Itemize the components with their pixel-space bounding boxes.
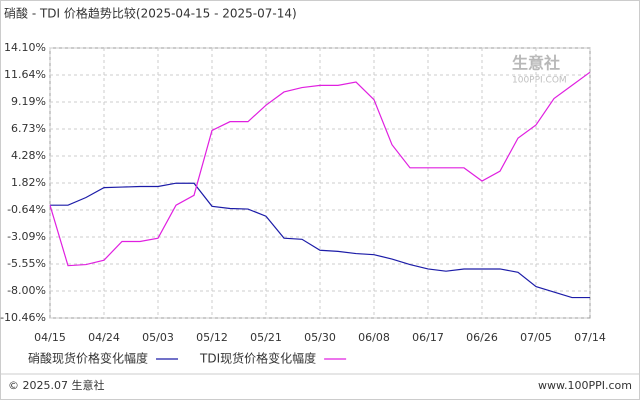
legend-label: TDI现货价格变化幅度 [199,351,316,366]
watermark-site: 100PPI.COM [512,76,567,86]
x-tick-label: 05/21 [250,331,282,344]
y-tick-label: -0.64% [7,203,46,216]
x-tick-label: 07/05 [520,331,552,344]
series-line [50,182,590,299]
y-tick-label: 4.28% [11,149,46,162]
y-tick-label: -8.00% [7,284,46,297]
x-tick-label: 06/17 [412,331,444,344]
y-tick-label: -3.09% [7,230,46,243]
x-tick-label: 05/30 [304,331,336,344]
x-tick-label: 04/24 [88,331,120,344]
chart-title: 硝酸 - TDI 价格趋势比较(2025-04-15 - 2025-07-14) [4,6,297,21]
y-tick-label: 6.73% [11,122,46,135]
x-tick-label: 05/12 [196,331,228,344]
y-tick-label: 14.10% [4,41,46,54]
y-tick-label: 1.82% [11,176,46,189]
x-tick-label: 05/03 [142,331,174,344]
x-tick-label: 06/26 [466,331,498,344]
x-tick-label: 04/15 [34,331,66,344]
y-tick-label: -10.46% [0,311,46,324]
series-line [49,71,591,267]
y-tick-label: -5.55% [7,257,46,270]
footer-left: © 2025.07 生意社 [8,378,104,392]
x-tick-label: 06/08 [358,331,390,344]
x-tick-label: 07/14 [574,331,606,344]
legend-label: 硝酸现货价格变化幅度 [28,351,148,366]
y-tick-label: 11.64% [4,68,46,81]
footer-right: www.100PPI.com [538,379,632,392]
y-tick-label: 9.19% [11,95,46,108]
